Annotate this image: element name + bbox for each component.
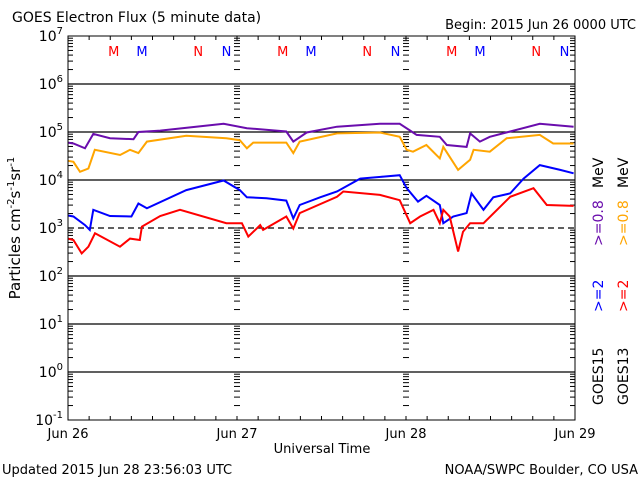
event-marker: M: [446, 45, 457, 60]
y-tick-labels: 107 106 105 104 103 102 101 100 10-1: [35, 26, 63, 429]
y-tick-label: 106: [39, 74, 63, 93]
begin-label: Begin: 2015 Jun 26 0000 UTC: [445, 18, 636, 33]
legend-goes13-ge08: >=0.8: [616, 200, 632, 246]
legend: GOES15 >=2 >=0.8 MeV GOES13 >=2 >=0.8 Me…: [591, 157, 632, 405]
x-tick-label: Jun 26: [47, 427, 89, 442]
legend-goes15-ge08: >=0.8: [591, 200, 607, 246]
updated-timestamp: Updated 2015 Jun 28 23:56:03 UTC: [2, 463, 232, 478]
event-marker: M: [277, 45, 288, 60]
grid: [68, 83, 575, 373]
event-marker: N: [560, 45, 570, 60]
event-marker: M: [136, 45, 147, 60]
legend-goes15-unit: MeV: [591, 157, 607, 188]
series-line: [67, 164, 574, 232]
legend-goes13-ge2: >=2: [616, 280, 632, 312]
x-tick-label: Jun 28: [385, 427, 427, 442]
event-marker: M: [474, 45, 485, 60]
y-tick-label: 107: [39, 26, 63, 45]
source-label: NOAA/SWPC Boulder, CO USA: [445, 463, 638, 478]
series-line: [67, 122, 574, 150]
x-axis-label: Universal Time: [274, 442, 371, 457]
series-line: [67, 187, 574, 255]
series-group: [67, 122, 574, 255]
y-tick-label: 101: [39, 314, 63, 333]
y-axis-label: Particles cm-2s-1sr-1: [6, 157, 24, 300]
y-tick-label: 102: [39, 266, 63, 285]
event-marker: M: [305, 45, 316, 60]
legend-goes15: GOES15: [591, 348, 607, 405]
x-tick-label: Jun 27: [216, 427, 258, 442]
event-marker: M: [108, 45, 119, 60]
x-tick-label: Jun 29: [554, 427, 596, 442]
legend-goes13: GOES13: [616, 348, 632, 405]
series-line: [67, 131, 574, 174]
plot-frame: [67, 35, 576, 421]
y-tick-label: 105: [39, 122, 63, 141]
y-tick-label: 10-1: [35, 410, 63, 429]
event-marker: N: [531, 45, 541, 60]
event-marker: N: [391, 45, 401, 60]
x-tick-labels: Jun 26 Jun 27 Jun 28 Jun 29: [47, 427, 596, 442]
event-marker: N: [362, 45, 372, 60]
y-tick-label: 103: [39, 218, 63, 237]
chart-title: GOES Electron Flux (5 minute data): [12, 10, 261, 26]
y-tick-label: 100: [39, 362, 63, 381]
legend-goes13-unit: MeV: [616, 157, 632, 188]
event-marker: N: [193, 45, 203, 60]
y-tick-label: 104: [39, 170, 63, 189]
legend-goes15-ge2: >=2: [591, 280, 607, 312]
event-marker: N: [222, 45, 232, 60]
